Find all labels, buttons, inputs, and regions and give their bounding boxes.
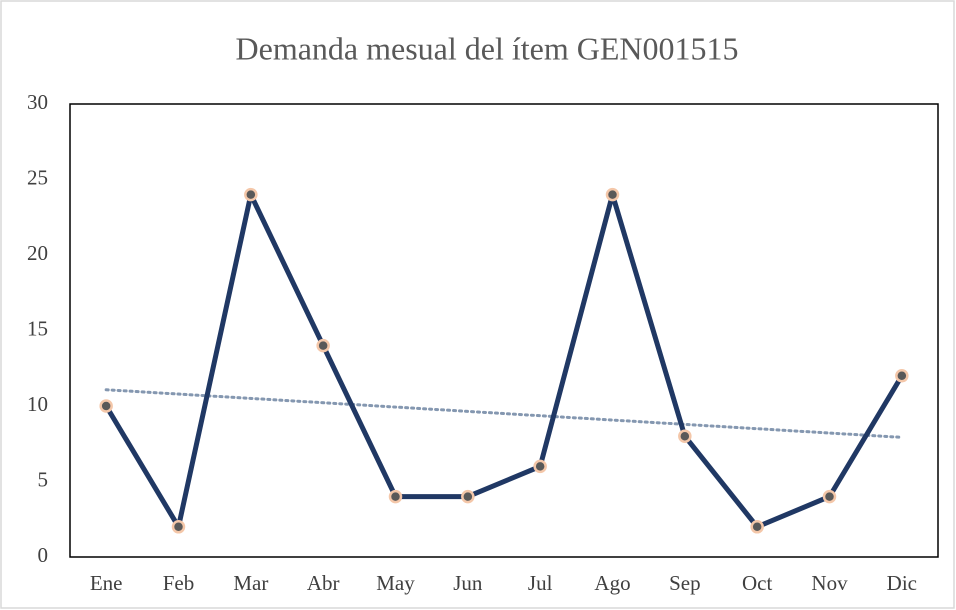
- plot-area: [69, 103, 939, 558]
- point-marker: [605, 187, 620, 202]
- point-marker: [678, 429, 692, 443]
- line-series: [104, 192, 904, 530]
- x-tick-label: Dic: [887, 571, 917, 595]
- x-tick-label: Feb: [163, 571, 195, 595]
- x-tick-label: Jul: [528, 571, 553, 595]
- y-tick-label: 5: [38, 467, 49, 491]
- point-marker: [244, 187, 258, 202]
- y-tick-label: 15: [27, 316, 48, 340]
- x-tick-label: Nov: [811, 571, 848, 595]
- point-marker: [388, 489, 403, 504]
- trendline: [104, 388, 904, 439]
- x-tick-label: Ene: [90, 571, 123, 595]
- x-tick-label: Oct: [742, 571, 772, 595]
- x-tick-label: Sep: [669, 571, 701, 595]
- chart-title: Demanda mesual del ítem GEN001515: [236, 30, 739, 66]
- x-tick-label: Jun: [453, 571, 483, 595]
- x-tick-label: Mar: [233, 571, 268, 595]
- x-tick-label: May: [376, 571, 415, 595]
- x-tick-label: Ago: [594, 571, 630, 595]
- x-tick-label: Abr: [307, 571, 340, 595]
- y-tick-label: 25: [27, 165, 48, 189]
- point-marker: [895, 369, 909, 383]
- point-marker: [461, 489, 475, 504]
- point-marker: [750, 520, 764, 534]
- y-tick-label: 10: [27, 392, 48, 416]
- point-marker: [822, 489, 837, 504]
- y-tick-label: 20: [27, 241, 48, 265]
- y-tick-label: 30: [27, 90, 48, 114]
- point-marker: [533, 459, 547, 474]
- point-marker: [99, 399, 113, 413]
- y-tick-label: 0: [38, 543, 49, 567]
- point-marker: [171, 520, 186, 534]
- point-marker: [316, 338, 330, 353]
